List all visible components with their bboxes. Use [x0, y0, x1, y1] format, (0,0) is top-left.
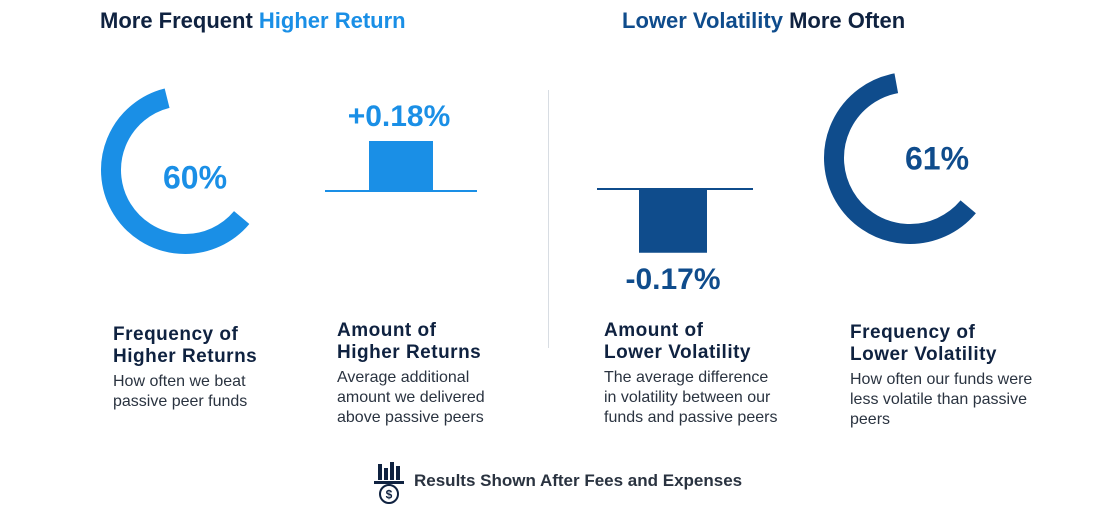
- metric-desc-line3: peers: [850, 411, 891, 428]
- metric-higher-returns-amount: Amount of Higher Returns Average additio…: [337, 320, 547, 428]
- bar-lower-volatility: [639, 189, 707, 253]
- metric-title-line1: Frequency of: [113, 324, 239, 345]
- right-title-part2: More Often: [782, 8, 906, 33]
- metric-desc-line3: funds and passive peers: [604, 409, 778, 426]
- metric-title-line2: Higher Returns: [113, 346, 258, 367]
- bar-chart-higher-returns: +0.18%: [325, 100, 477, 192]
- right-title-part1: Lower Volatility: [622, 8, 783, 33]
- ring-chart-lower-volatility: 61%: [824, 73, 976, 244]
- metric-desc-line2: amount we delivered: [337, 389, 485, 406]
- ring-arc-lower-volatility: [824, 73, 976, 244]
- metric-desc-line1: Average additional: [337, 369, 470, 386]
- left-section-title: More Frequent Higher Return: [100, 8, 406, 34]
- ring-label-lower-volatility: 61%: [905, 140, 969, 176]
- metric-title-line1: Frequency of: [850, 322, 976, 343]
- metric-desc-line1: How often our funds were: [850, 371, 1033, 388]
- left-title-part2: Higher Return: [258, 8, 406, 33]
- metric-title-line1: Amount of: [337, 320, 437, 341]
- metric-higher-returns-frequency: Frequency of Higher Returns How often we…: [113, 324, 313, 412]
- ring-chart-higher-returns: 60%: [101, 88, 250, 254]
- metric-title-line2: Lower Volatility: [850, 344, 998, 365]
- metric-desc-line1: The average difference: [604, 369, 769, 386]
- section-divider: [548, 90, 549, 348]
- chart-dollar-icon: $: [374, 462, 404, 504]
- metric-desc-line2: less volatile than passive: [850, 391, 1027, 408]
- bar-higher-returns: [369, 141, 433, 191]
- metric-desc-line1: How often we beat: [113, 373, 246, 390]
- ring-arc-higher-returns: [101, 88, 250, 254]
- metric-desc-line2: in volatility between our: [604, 389, 771, 406]
- metric-desc-line2: passive peer funds: [113, 393, 248, 410]
- left-title-part1: More Frequent: [100, 8, 259, 33]
- ring-label-higher-returns: 60%: [163, 159, 227, 195]
- metric-title-line2: Higher Returns: [337, 342, 482, 363]
- right-section-title: Lower Volatility More Often: [622, 8, 905, 34]
- metric-title-line1: Amount of: [604, 320, 704, 341]
- bar-value-lower-volatility: -0.17%: [625, 263, 720, 296]
- metric-title-line2: Lower Volatility: [604, 342, 752, 363]
- metric-lower-volatility-amount: Amount of Lower Volatility The average d…: [604, 320, 814, 428]
- bar-chart-lower-volatility: -0.17%: [597, 188, 753, 296]
- metric-desc-line3: above passive peers: [337, 409, 484, 426]
- metric-lower-volatility-frequency: Frequency of Lower Volatility How often …: [850, 322, 1070, 430]
- footer-text: Results Shown After Fees and Expenses: [414, 471, 743, 490]
- svg-text:$: $: [386, 488, 393, 502]
- bar-value-higher-returns: +0.18%: [348, 100, 451, 133]
